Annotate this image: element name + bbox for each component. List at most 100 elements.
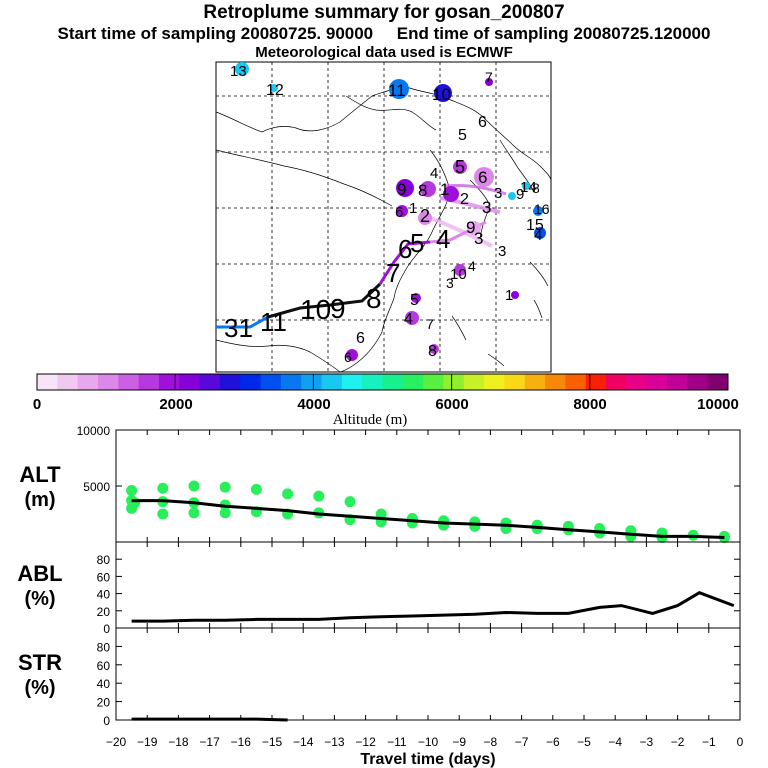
colorbar-swatch	[219, 374, 241, 390]
map-label: 9	[466, 218, 475, 237]
panel-abl: 0 20 40 60 80 ABL(%)	[17, 541, 741, 636]
map-label: 2	[420, 206, 430, 226]
altitude-point	[313, 490, 325, 502]
y-tick-label: 5000	[83, 480, 110, 494]
map-label: 11	[388, 81, 406, 100]
map-marker	[534, 227, 546, 239]
map-marker	[443, 186, 459, 202]
colorbar-swatch	[321, 374, 343, 390]
colorbar-swatch	[707, 374, 729, 390]
x-tick-label: −17	[199, 735, 220, 749]
colorbar-tick: 4000	[297, 396, 330, 413]
map-label: 8	[532, 180, 540, 196]
trajectory-label: 11	[260, 307, 287, 337]
map-marker	[270, 84, 278, 92]
colorbar-swatch	[667, 374, 688, 390]
map-label: 4	[404, 311, 413, 328]
map-marker	[418, 211, 432, 225]
panel-frame	[115, 429, 741, 543]
colorbar-swatch	[402, 374, 424, 390]
map-marker	[508, 192, 516, 200]
panel-ylabel: ALT	[19, 462, 61, 487]
map-marker	[235, 62, 249, 76]
map-marker	[434, 84, 452, 102]
colorbar-swatch	[158, 374, 180, 390]
colorbar-swatch	[362, 374, 383, 390]
trajectory-label: 9	[330, 293, 346, 324]
colorbar-swatch	[260, 374, 282, 390]
map-marker	[405, 311, 419, 325]
map-marker	[346, 349, 358, 361]
x-tick-label: −7	[515, 735, 529, 749]
page-title: Retroplume summary for gosan_200807	[203, 2, 565, 23]
colorbar-swatch	[443, 374, 465, 390]
x-tick-label: −11	[387, 735, 407, 749]
map-label: 2	[460, 191, 469, 208]
altitude-point	[375, 508, 387, 520]
map-marker	[420, 181, 436, 197]
colorbar-label: Altitude (m)	[333, 412, 408, 428]
x-axis-label: Travel time (days)	[360, 751, 495, 768]
colorbar-swatch	[57, 374, 79, 390]
altitude-point	[188, 480, 200, 492]
y-tick-label: 40	[97, 677, 111, 691]
x-tick-label: −12	[355, 735, 376, 749]
colorbar-swatch	[37, 374, 58, 390]
map-marker	[396, 205, 408, 217]
map-label: 15	[526, 217, 544, 234]
x-tick-label: −15	[262, 735, 283, 749]
map-markers	[235, 62, 546, 361]
map-marker	[389, 79, 409, 99]
map-marker	[533, 206, 543, 216]
altitude-point	[157, 508, 169, 520]
map-label: 3	[482, 198, 491, 217]
trajectory-label: 5	[410, 228, 424, 258]
map-label: 6	[395, 204, 403, 221]
y-tick-label: 40	[97, 588, 111, 602]
colorbar-tick: 0	[33, 396, 41, 413]
map-marker	[485, 78, 493, 86]
map-label: 7	[485, 69, 493, 85]
map-label: 7	[426, 316, 434, 332]
time-series-panels: 500010000ALT(m)020406080ABL(%)020406080S…	[17, 424, 743, 768]
alt-series-line	[131, 499, 725, 539]
colorbar-swatch	[524, 374, 546, 390]
colorbar-tick: 2000	[159, 396, 192, 413]
map-label: 5	[455, 157, 465, 177]
colorbar-swatch	[118, 374, 140, 390]
map-label: 1	[505, 287, 513, 304]
colorbar-swatch	[484, 374, 505, 390]
x-tick-label: −19	[137, 735, 158, 749]
x-tick-label: −16	[231, 735, 252, 749]
abl-series-line	[131, 591, 735, 623]
panel-ylabel: STR	[18, 650, 62, 675]
map-label: 4	[430, 165, 438, 182]
trajectory-label: 4	[436, 224, 450, 254]
map-label: 9	[397, 180, 406, 199]
map-marker	[511, 291, 519, 299]
map-marker	[454, 264, 466, 276]
map-marker	[522, 182, 530, 190]
map-label: 16	[534, 201, 550, 217]
colorbar-swatch	[545, 374, 566, 390]
colorbar-swatch	[77, 374, 99, 390]
colorbar-swatch	[179, 374, 201, 390]
map-label: 10	[432, 85, 451, 104]
map-label: 5	[410, 292, 419, 309]
y-tick-label: 10000	[77, 424, 111, 438]
colorbar-swatch	[382, 374, 404, 390]
map-marker	[467, 221, 481, 235]
x-tick-label: −10	[418, 735, 439, 749]
colorbar-frame	[36, 373, 729, 391]
map-label: 3	[446, 275, 454, 291]
x-tick-label: −2	[671, 735, 685, 749]
colorbar-swatch	[138, 374, 160, 390]
map-grid	[216, 62, 551, 372]
map-label: 8	[428, 343, 437, 360]
y-tick-label: 0	[103, 622, 110, 636]
map-label: 6	[356, 330, 365, 347]
map-label: 5	[458, 127, 467, 144]
colorbar-tick: 8000	[573, 396, 606, 413]
y-tick-label: 60	[97, 659, 111, 673]
